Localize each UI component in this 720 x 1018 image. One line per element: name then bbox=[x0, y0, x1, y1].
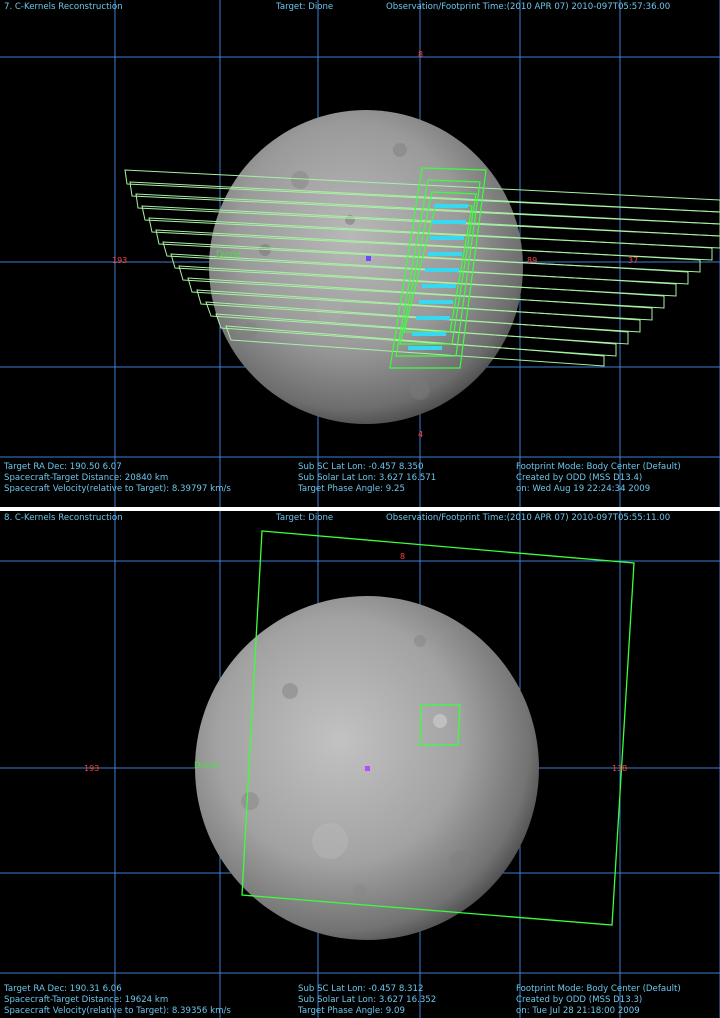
body-center-marker bbox=[365, 766, 370, 771]
panel-8-plot bbox=[0, 511, 720, 1018]
footer-col1-line1: Target RA Dec: 190.50 6.07 bbox=[4, 462, 122, 472]
footer-col2-line3: Target Phase Angle: 9.09 bbox=[298, 1006, 405, 1016]
panel-7-title: 7. C-Kernels Reconstruction bbox=[4, 2, 123, 12]
footer-col1-line1: Target RA Dec: 190.31 6.06 bbox=[4, 984, 122, 994]
panel-8-target: Target: Dione bbox=[276, 513, 334, 523]
target-label: Dione bbox=[194, 761, 219, 771]
footprint-stack bbox=[124, 169, 720, 367]
footer-col3-line1: Footprint Mode: Body Center (Default) bbox=[516, 462, 681, 472]
footer-col3-line2: Created by ODD (MSS D13.3) bbox=[516, 995, 643, 1005]
footer-col2-line2: Sub Solar Lat Lon: 3.627 16.352 bbox=[298, 995, 437, 1005]
target-label: Dione bbox=[216, 250, 241, 260]
panel-8-title: 8. C-Kernels Reconstruction bbox=[4, 513, 123, 523]
panel-7-target: Target: Dione bbox=[276, 2, 334, 12]
fov-highlights bbox=[408, 204, 468, 350]
panel-7-time: Observation/Footprint Time:(2010 APR 07)… bbox=[386, 2, 671, 12]
footer-col1-line3: Spacecraft Velocity(relative to Target):… bbox=[4, 484, 231, 494]
grid-label-right-b: 37 bbox=[628, 256, 639, 265]
grid-label-left: 193 bbox=[112, 256, 128, 265]
footer-col2-line1: Sub SC Lat Lon: -0.457 8.312 bbox=[298, 984, 424, 994]
footer-col1-line3: Spacecraft Velocity(relative to Target):… bbox=[4, 1006, 231, 1016]
grid-label-left: 193 bbox=[84, 764, 100, 773]
footer-col2-line1: Sub SC Lat Lon: -0.457 8.350 bbox=[298, 462, 424, 472]
footer-col1-line2: Spacecraft-Target Distance: 19624 km bbox=[4, 995, 169, 1005]
grid-label-top: 8 bbox=[418, 50, 424, 59]
footer-col1-line2: Spacecraft-Target Distance: 20840 km bbox=[4, 473, 169, 483]
instrument-footprints bbox=[241, 530, 635, 926]
footer-col2-line2: Sub Solar Lat Lon: 3.627 16.571 bbox=[298, 473, 437, 483]
body-center-marker bbox=[366, 256, 371, 261]
grid-label-top: 8 bbox=[400, 552, 406, 561]
grid-label-right-a: 89 bbox=[527, 256, 538, 265]
footer-col3-line1: Footprint Mode: Body Center (Default) bbox=[516, 984, 681, 994]
footer-col3-line2: Created by ODD (MSS D13.4) bbox=[516, 473, 643, 483]
footer-col3-line3: on: Wed Aug 19 22:24:34 2009 bbox=[516, 484, 651, 494]
panel-7-plot bbox=[0, 0, 720, 507]
footer-col3-line3: on: Tue Jul 28 21:18:00 2009 bbox=[516, 1006, 640, 1016]
footer-col2-line3: Target Phase Angle: 9.25 bbox=[298, 484, 405, 494]
grid-label-right-a: 138 bbox=[612, 764, 628, 773]
viewer-panel-8: 8. C-Kernels Reconstruction Target: Dion… bbox=[0, 511, 720, 1018]
panel-8-time: Observation/Footprint Time:(2010 APR 07)… bbox=[386, 513, 671, 523]
grid-label-bottom: 4 bbox=[418, 430, 424, 439]
viewer-panel-7: 7. C-Kernels Reconstruction Target: Dion… bbox=[0, 0, 720, 507]
